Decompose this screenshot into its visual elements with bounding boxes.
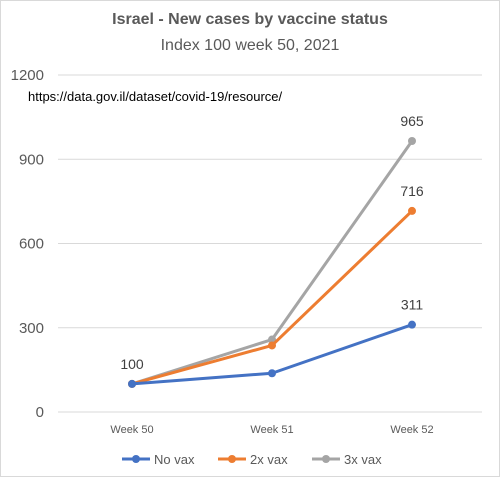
legend-label: 3x vax — [344, 452, 382, 467]
x-tick-label: Week 52 — [390, 424, 433, 436]
legend-label: No vax — [154, 452, 195, 467]
series-3x-vax — [128, 136, 416, 388]
series-2x-vax — [128, 206, 416, 388]
chart-subtitle: Index 100 week 50, 2021 — [161, 37, 340, 54]
data-point — [408, 320, 416, 329]
source-url-annotation: https://data.gov.il/dataset/covid-19/res… — [28, 89, 283, 104]
data-label: 100 — [120, 356, 144, 372]
x-tick-label: Week 50 — [110, 424, 153, 436]
legend-item-3x-vax: 3x vax — [312, 452, 382, 467]
x-axis: Week 50 Week 51 Week 52 — [110, 424, 433, 436]
data-label: 965 — [400, 113, 424, 129]
legend-marker — [322, 455, 330, 463]
x-tick-label: Week 51 — [250, 424, 293, 436]
chart-title: Israel - New cases by vaccine status — [112, 11, 388, 28]
y-tick-label: 0 — [36, 404, 44, 421]
legend: No vax 2x vax 3x vax — [122, 452, 382, 467]
data-point — [268, 341, 276, 350]
legend-marker — [132, 455, 140, 463]
y-tick-label: 600 — [19, 236, 44, 253]
data-point — [408, 206, 416, 215]
y-tick-label: 1200 — [11, 67, 44, 84]
data-point — [128, 379, 136, 388]
y-tick-label: 900 — [19, 151, 44, 168]
legend-label: 2x vax — [250, 452, 288, 467]
data-labels-layer: 100 965 716 311 — [120, 113, 424, 372]
data-label: 311 — [401, 297, 424, 313]
legend-marker — [228, 455, 236, 463]
data-label: 716 — [400, 183, 424, 199]
legend-item-no-vax: No vax — [122, 452, 195, 467]
legend-item-2x-vax: 2x vax — [218, 452, 288, 467]
data-point — [268, 369, 276, 378]
data-point — [408, 136, 416, 145]
series-layer — [128, 136, 416, 388]
y-tick-label: 300 — [19, 320, 44, 337]
series-line — [130, 209, 414, 386]
series-no-vax — [128, 320, 416, 388]
